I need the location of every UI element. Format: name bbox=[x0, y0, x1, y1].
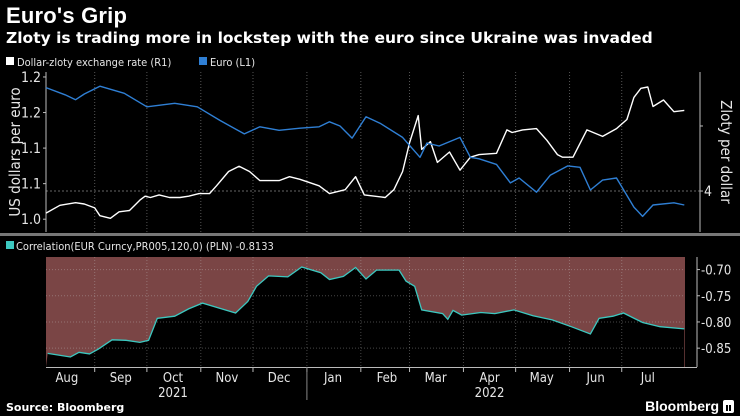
legend-swatch-correlation bbox=[6, 241, 14, 249]
x-axis-tick-label: Nov bbox=[215, 371, 238, 386]
left-axis-tick-label: 1.2 bbox=[21, 70, 41, 86]
x-axis-tick-label: Jul bbox=[640, 371, 655, 386]
x-axis-tick-label: May bbox=[530, 371, 554, 386]
left-axis-tick-label: 1.1 bbox=[21, 141, 41, 157]
chart-title: Euro's Grip bbox=[6, 3, 128, 28]
right-axis-title: Zloty per dollar bbox=[717, 100, 735, 204]
zloty-line bbox=[45, 86, 685, 219]
legend-euro: Euro (L1) bbox=[210, 56, 255, 69]
x-axis-tick-label: Dec bbox=[268, 371, 291, 386]
right-axis-tick-label: -0.80 bbox=[701, 316, 731, 331]
source-note: Source: Bloomberg bbox=[6, 401, 125, 414]
left-axis-title: US dollars per euro bbox=[6, 87, 24, 216]
left-axis-tick-label: 1.2 bbox=[21, 106, 41, 122]
x-axis-tick-label: Aug bbox=[55, 371, 78, 386]
correlation-line bbox=[47, 266, 685, 358]
brand-name: Bloomberg bbox=[645, 398, 719, 414]
right-axis-tick-label: -0.75 bbox=[701, 290, 731, 305]
x-axis-tick-label: Mar bbox=[425, 371, 447, 386]
bloomberg-terminal-icon bbox=[723, 399, 734, 413]
legend-zloty: Dollar-zloty exchange rate (R1) bbox=[17, 56, 171, 69]
x-axis-tick-label: Jan bbox=[323, 371, 342, 386]
x-axis-tick-label: Sep bbox=[110, 371, 132, 386]
x-axis-tick-label: Oct bbox=[163, 371, 184, 386]
chart-subtitle: Zloty is trading more in lockstep with t… bbox=[6, 29, 653, 47]
left-axis-tick-label: 1.0 bbox=[21, 212, 41, 228]
x-axis-tick-label: Apr bbox=[479, 371, 499, 386]
year-label-2021: 2021 bbox=[158, 386, 188, 401]
correlation-area bbox=[46, 267, 685, 367]
right-axis-tick-label: -0.85 bbox=[701, 342, 731, 357]
legend-correlation: Correlation(EUR Curncy,PR005,120,0) (PLN… bbox=[16, 240, 274, 253]
x-axis-tick-label: Feb bbox=[377, 371, 398, 386]
legend-swatch-euro bbox=[199, 57, 207, 65]
legend-swatch-zloty bbox=[6, 57, 14, 65]
bloomberg-logo: Bloomberg bbox=[645, 398, 734, 414]
panel-separator bbox=[0, 233, 740, 236]
left-axis-tick-label: 1.1 bbox=[21, 177, 41, 193]
x-axis-tick-label: Jun bbox=[585, 371, 604, 386]
year-label-2022: 2022 bbox=[475, 386, 505, 401]
right-axis-tick-label: 4 bbox=[704, 184, 712, 200]
right-axis-tick-label: -0.70 bbox=[701, 264, 731, 279]
euro-line bbox=[45, 85, 685, 218]
